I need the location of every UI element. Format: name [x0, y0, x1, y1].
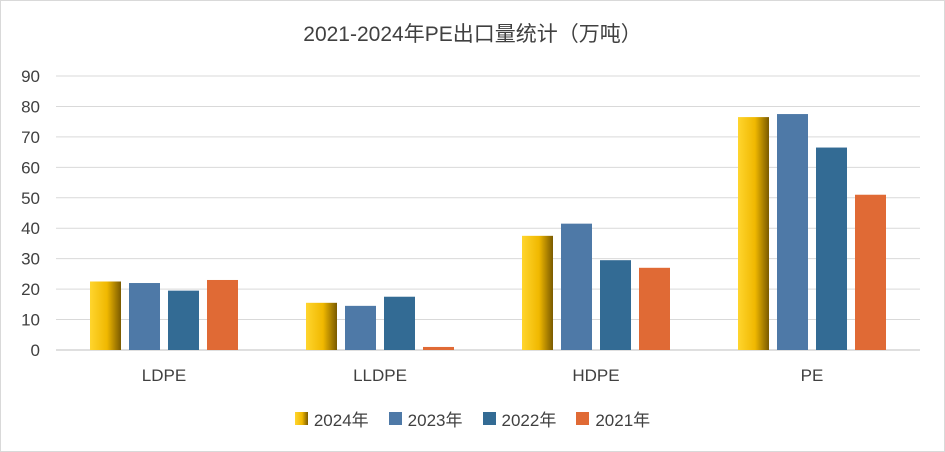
y-tick-label: 10 — [21, 311, 40, 330]
legend-item: 2021年 — [576, 406, 650, 431]
legend-label: 2021年 — [595, 411, 651, 430]
y-tick-label: 80 — [21, 97, 40, 116]
y-tick-label: 20 — [21, 280, 40, 299]
legend: 2024年 2023年 2022年 2021年 — [0, 406, 945, 431]
x-tick-label: HDPE — [572, 366, 619, 385]
bar-lldpe-2022 — [384, 296, 415, 350]
bar-ldpe-2022 — [168, 290, 199, 350]
x-tick-label: LLDPE — [353, 366, 407, 385]
y-tick-label: 50 — [21, 189, 40, 208]
x-tick-label: LDPE — [142, 366, 186, 385]
y-tick-label: 90 — [21, 67, 40, 86]
bar-ldpe-2021 — [207, 279, 238, 350]
x-tick-label: PE — [801, 366, 824, 385]
legend-item: 2022年 — [482, 406, 557, 431]
x-axis-ticks: LDPE LLDPE HDPE PE — [142, 366, 824, 385]
bar-lldpe-2021 — [423, 346, 454, 350]
y-tick-label: 70 — [21, 128, 40, 147]
gridlines — [56, 75, 920, 351]
bars — [90, 114, 886, 350]
bar-lldpe-2023 — [345, 305, 376, 350]
y-tick-label: 0 — [31, 341, 40, 360]
y-tick-label: 60 — [21, 158, 40, 177]
legend-swatch — [576, 412, 590, 425]
y-axis-ticks: 0 10 20 30 40 50 60 70 80 90 — [21, 67, 40, 360]
legend-swatch — [388, 412, 402, 425]
bar-pe-2024 — [738, 117, 769, 350]
legend-swatch — [482, 412, 496, 425]
legend-label: 2022年 — [501, 411, 557, 430]
bar-hdpe-2023 — [561, 223, 592, 350]
bar-ldpe-2024 — [90, 281, 121, 350]
legend-label: 2024年 — [313, 411, 369, 430]
bar-hdpe-2022 — [600, 260, 631, 350]
chart-title: 2021-2024年PE出口量统计（万吨） — [303, 23, 642, 46]
legend-swatch — [294, 412, 308, 425]
legend-item: 2024年 — [294, 406, 369, 431]
bar-pe-2022 — [816, 147, 847, 350]
legend-item: 2023年 — [388, 406, 463, 431]
bar-hdpe-2024 — [522, 235, 553, 350]
bar-ldpe-2023 — [129, 283, 160, 350]
y-tick-label: 40 — [21, 219, 40, 238]
bar-pe-2021 — [855, 194, 886, 350]
legend-label: 2023年 — [407, 411, 463, 430]
y-tick-label: 30 — [21, 250, 40, 269]
bar-lldpe-2024 — [306, 302, 337, 350]
bar-hdpe-2021 — [639, 267, 670, 350]
bar-pe-2023 — [777, 114, 808, 350]
